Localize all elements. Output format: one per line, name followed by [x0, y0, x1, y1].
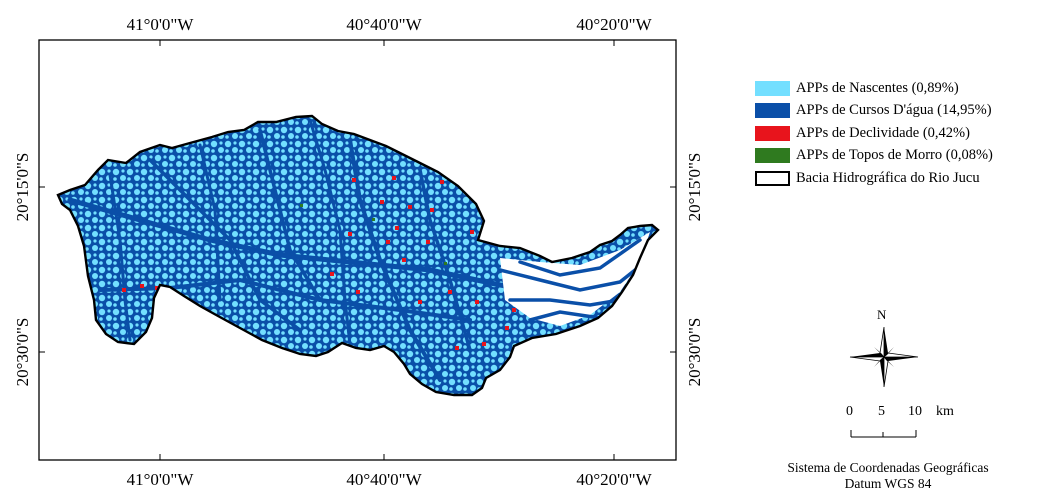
right-tick-label: 20°30'0"S: [685, 318, 704, 387]
bottom-tick-label: 40°20'0"W: [576, 470, 652, 489]
legend-label: APPs de Declividade (0,42%): [796, 124, 970, 141]
legend-item-slope: APPs de Declividade (0,42%): [755, 122, 993, 145]
top-tick-label: 40°40'0"W: [346, 15, 422, 34]
top-tick-label: 41°0'0"W: [127, 15, 195, 34]
right-tick-label: 20°15'0"S: [685, 153, 704, 222]
map-credits: Sistema de Coordenadas Geográficas Datum…: [752, 460, 1024, 492]
top-tick-label: 40°20'0"W: [576, 15, 652, 34]
swatch-basin-outline: [755, 170, 790, 186]
legend-item-hilltops: APPs de Topos de Morro (0,08%): [755, 145, 993, 168]
coordinate-labels: 41°0'0"W 40°40'0"W 40°20'0"W 41°0'0"W 40…: [13, 15, 704, 489]
legend-item-basin: Bacia Hidrográfica do Rio Jucu: [755, 167, 993, 190]
legend-label: Bacia Hidrográfica do Rio Jucu: [796, 169, 980, 186]
swatch-slope: [755, 125, 790, 141]
hilltop-apps: [300, 204, 447, 265]
swatch-hilltops: [755, 148, 790, 164]
slope-apps: [122, 176, 516, 350]
bottom-tick-label: 40°40'0"W: [346, 470, 422, 489]
stream-network: [67, 118, 633, 382]
swatch-streams: [755, 103, 790, 119]
graticule-ticks: [39, 40, 676, 460]
legend-item-springs: APPs de Nascentes (0,89%): [755, 77, 993, 100]
legend-label: APPs de Topos de Morro (0,08%): [796, 147, 993, 164]
scale-unit: km: [936, 404, 954, 419]
legend-item-streams: APPs de Cursos D'água (14,95%): [755, 100, 993, 123]
scale-label-5: 5: [878, 404, 885, 419]
bottom-tick-label: 41°0'0"W: [127, 470, 195, 489]
north-label: N: [877, 307, 887, 322]
coordinate-system-label: Sistema de Coordenadas Geográficas: [787, 460, 989, 475]
coastal-lowland: [498, 232, 650, 326]
scale-label-0: 0: [846, 404, 853, 419]
legend-label: APPs de Nascentes (0,89%): [796, 79, 959, 96]
scale-label-10: 10: [908, 404, 922, 419]
scale-bar: [850, 430, 917, 438]
rio-jucu-basin: [56, 114, 660, 397]
left-tick-label: 20°15'0"S: [13, 153, 32, 222]
legend: APPs de Nascentes (0,89%) APPs de Cursos…: [755, 77, 993, 190]
left-tick-label: 20°30'0"S: [13, 318, 32, 387]
datum-label: Datum WGS 84: [844, 476, 932, 491]
legend-label: APPs de Cursos D'água (14,95%): [796, 102, 992, 119]
swatch-springs: [755, 80, 790, 96]
north-arrow-icon: [849, 326, 919, 388]
